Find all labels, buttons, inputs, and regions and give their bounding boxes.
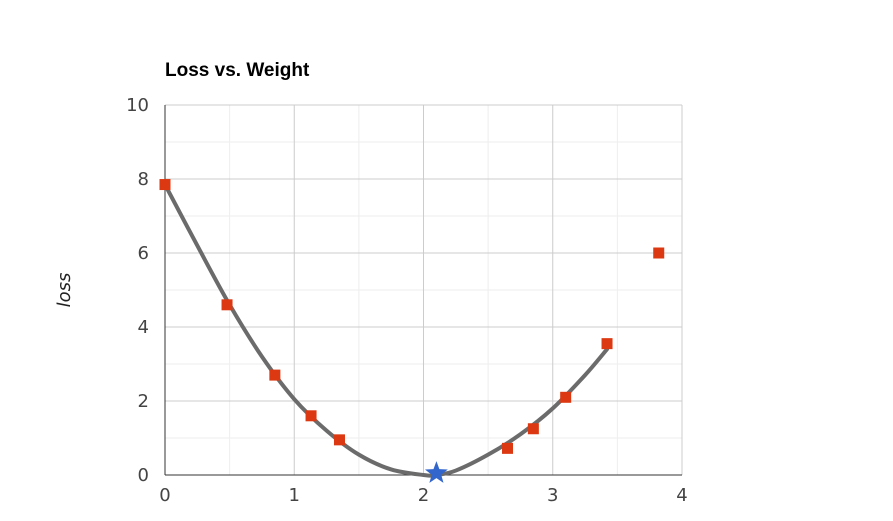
y-tick-label: 0	[138, 465, 149, 486]
loss-curve	[163, 182, 610, 478]
series-markers	[159, 179, 665, 483]
data-point	[560, 391, 572, 403]
data-point	[269, 369, 281, 381]
x-tick-label: 3	[547, 485, 558, 506]
y-tick-label: 4	[138, 317, 149, 338]
data-point	[653, 247, 665, 259]
y-tick-label: 2	[138, 391, 149, 412]
data-point	[601, 338, 613, 350]
grid	[165, 104, 683, 475]
y-tick-label: 10	[126, 95, 149, 116]
axes: 0 1 2 3 4 0 2 4 6 8 10	[126, 95, 688, 506]
x-tick-label: 1	[289, 485, 300, 506]
x-tick-label: 0	[159, 485, 170, 506]
data-point	[333, 434, 345, 446]
data-point	[221, 299, 233, 311]
chart-title: Loss vs. Weight	[165, 60, 310, 81]
x-tick-label: 4	[676, 485, 687, 506]
y-tick-label: 8	[138, 169, 149, 190]
series-lines	[163, 182, 610, 478]
x-tick-label: 2	[418, 485, 429, 506]
data-point	[527, 423, 539, 435]
minimum-star-marker	[425, 461, 448, 483]
data-point	[305, 410, 317, 422]
y-axis-title: loss	[54, 273, 75, 308]
data-point	[502, 442, 514, 454]
y-tick-label: 6	[138, 243, 149, 264]
data-point	[159, 179, 171, 191]
